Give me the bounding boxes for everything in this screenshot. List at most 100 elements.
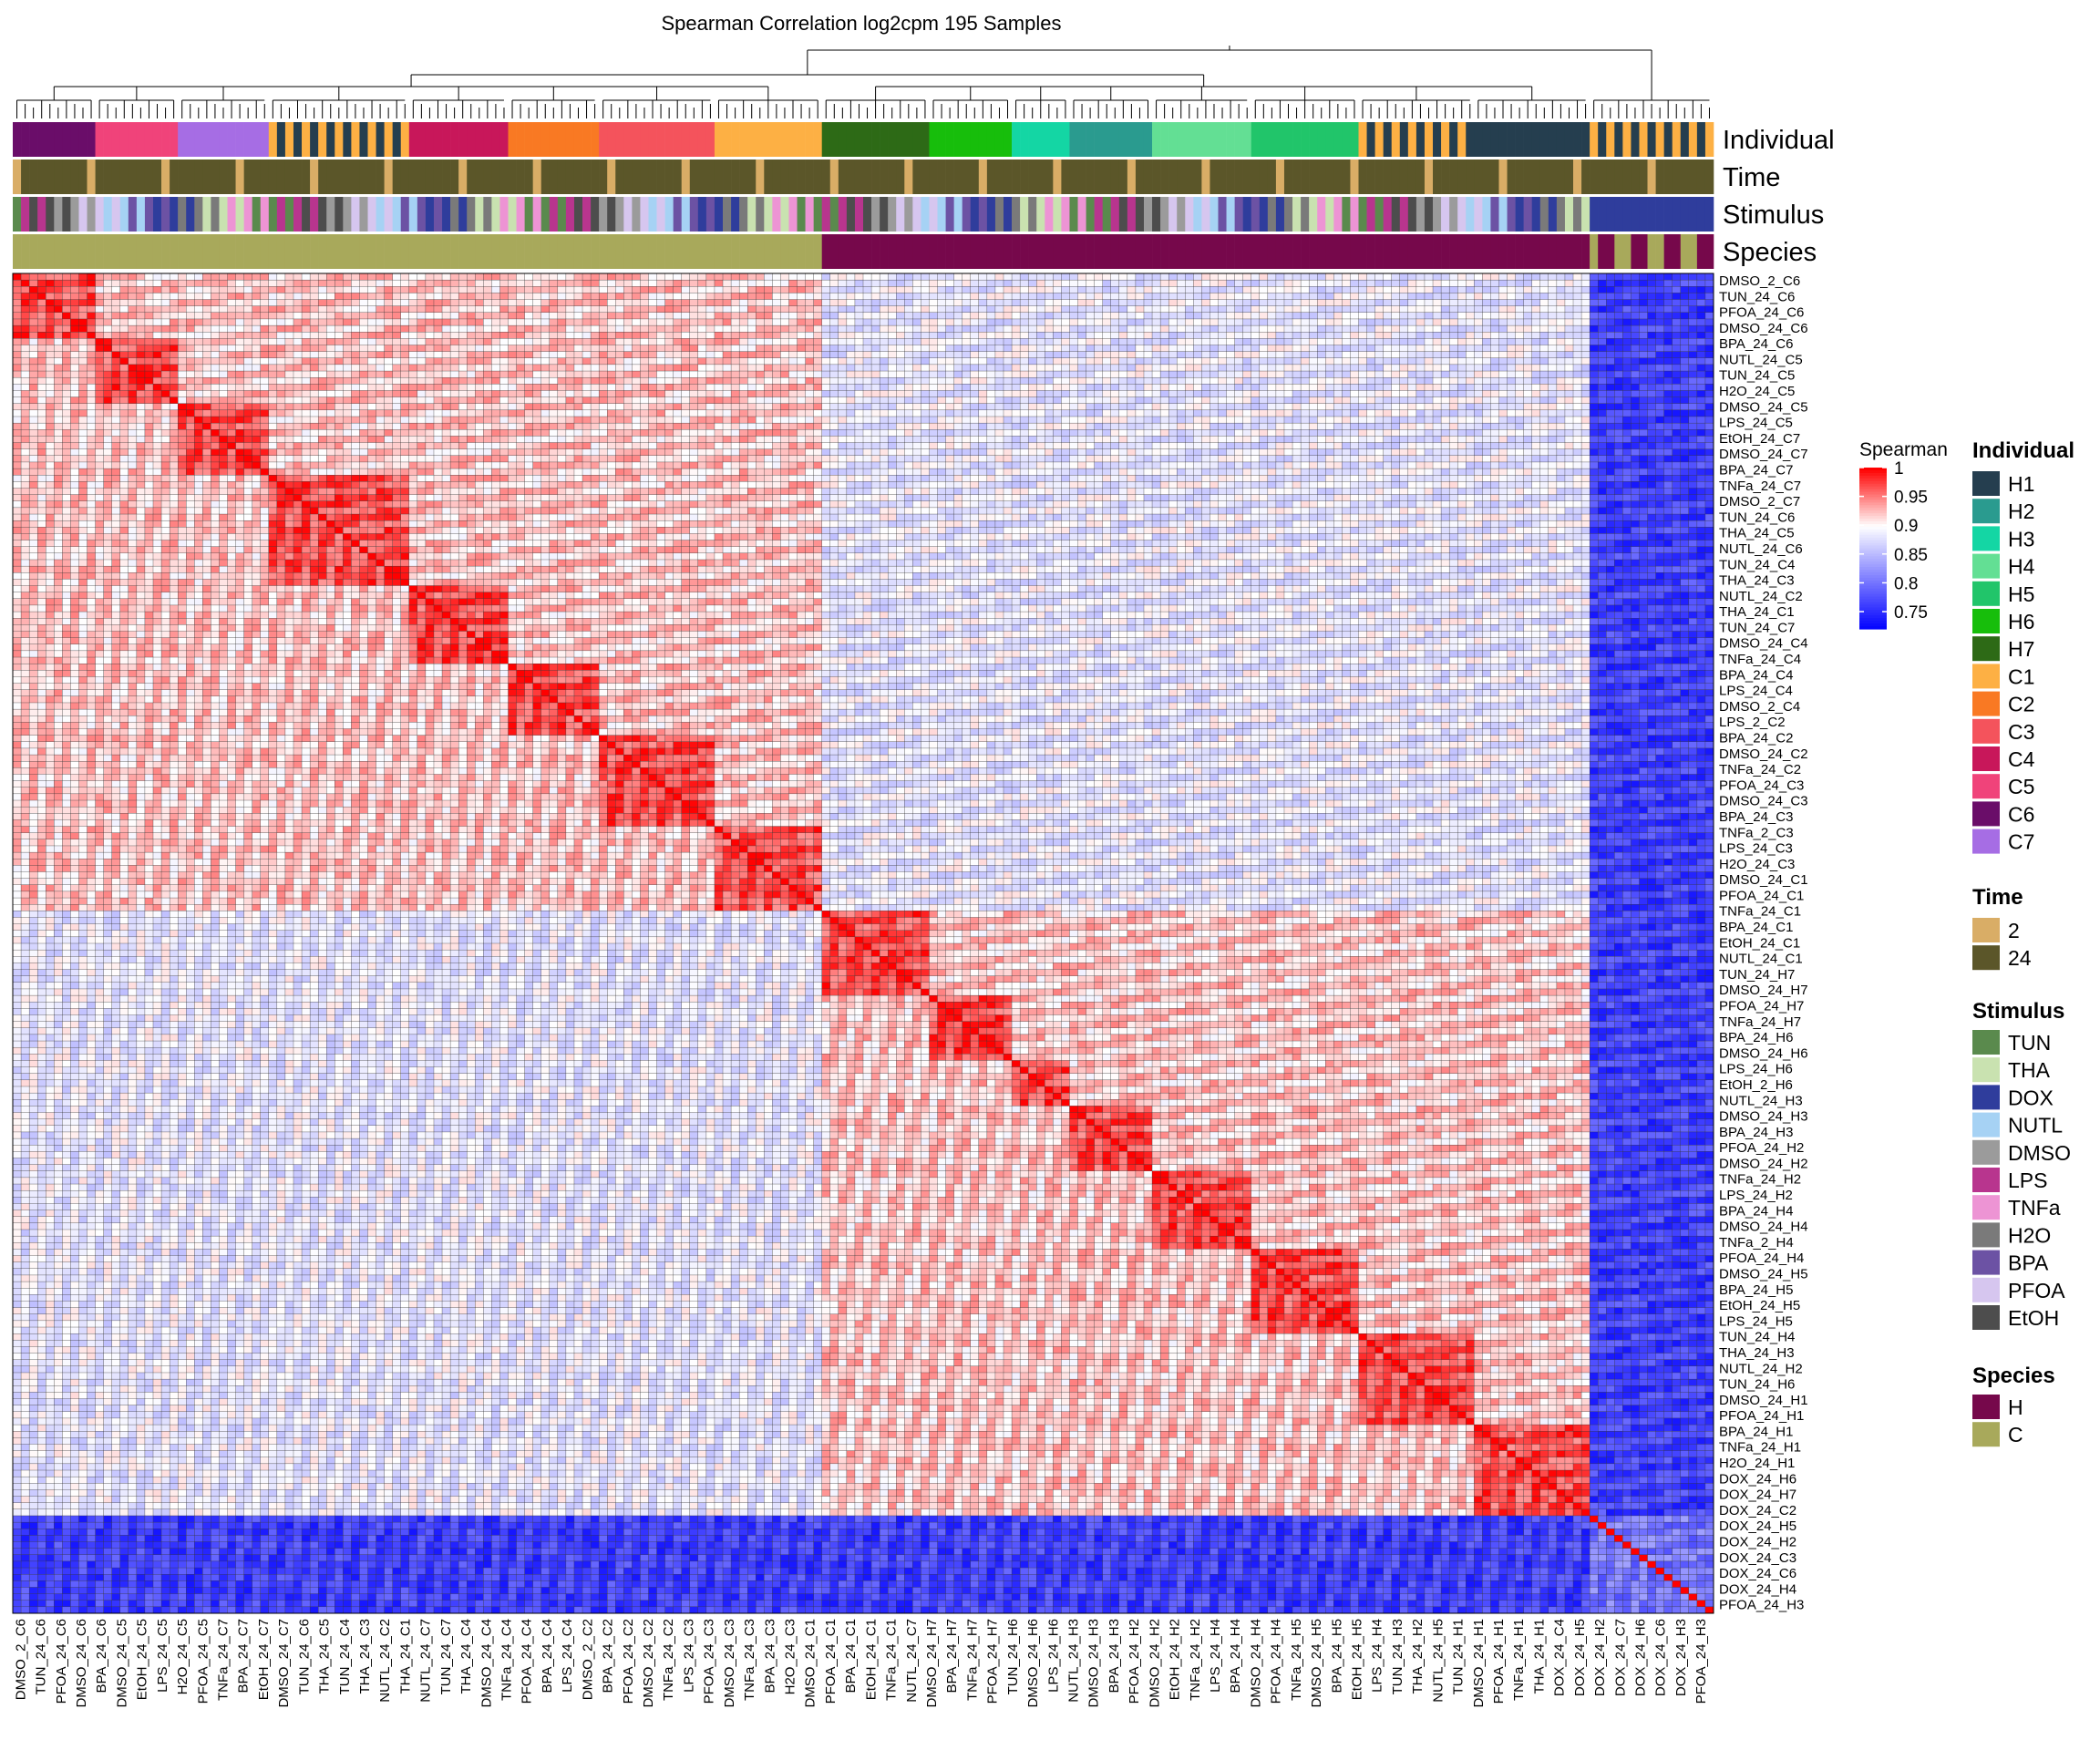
heatmap-cell: [475, 365, 483, 371]
heatmap-cell: [888, 325, 896, 332]
individual-cell: [21, 122, 29, 157]
heatmap-cell: [277, 319, 285, 325]
time-cell: [995, 160, 1004, 194]
heatmap-cell: [1367, 345, 1375, 352]
heatmap-cell: [376, 352, 385, 358]
heatmap-cell: [1441, 352, 1449, 358]
heatmap-cell: [1210, 273, 1218, 280]
heatmap-cell: [541, 352, 550, 358]
heatmap-cell: [1333, 352, 1342, 358]
heatmap-cell: [1127, 345, 1136, 352]
heatmap-cell: [1012, 280, 1020, 286]
heatmap-cell: [1317, 332, 1325, 338]
time-cell: [1540, 160, 1549, 194]
heatmap-cell: [632, 293, 640, 299]
heatmap-cell: [1449, 345, 1457, 352]
heatmap-cell: [1359, 338, 1367, 345]
heatmap-cell: [574, 338, 582, 345]
heatmap-cell: [211, 273, 219, 280]
individual-cell: [814, 122, 822, 157]
heatmap-cell: [1457, 325, 1466, 332]
heatmap-cell: [1061, 358, 1069, 365]
time-cell: [1012, 160, 1020, 194]
heatmap-cell: [1664, 358, 1673, 365]
heatmap-cell: [1606, 338, 1614, 345]
heatmap-cell: [161, 332, 170, 338]
heatmap-cell: [558, 286, 566, 293]
stimulus-cell: [261, 197, 269, 232]
heatmap-cell: [706, 338, 715, 345]
species-cell: [623, 234, 632, 269]
species-cell: [847, 234, 855, 269]
heatmap-cell: [690, 377, 698, 384]
heatmap-cell: [674, 306, 682, 313]
heatmap-cell: [54, 280, 62, 286]
heatmap-cell: [764, 306, 772, 313]
heatmap-cell: [483, 338, 491, 345]
heatmap-cell: [772, 286, 780, 293]
species-cell: [202, 234, 211, 269]
heatmap-cell: [1457, 371, 1466, 377]
time-cell: [1193, 160, 1201, 194]
heatmap-cell: [458, 345, 467, 352]
stimulus-cell: [1260, 197, 1268, 232]
heatmap-cell: [814, 325, 822, 332]
heatmap-cell: [219, 377, 227, 384]
heatmap-cell: [104, 377, 112, 384]
heatmap-cell: [62, 300, 70, 306]
heatmap-cell: [326, 325, 335, 332]
heatmap-cell: [434, 377, 442, 384]
heatmap-cell: [1689, 293, 1697, 299]
heatmap-cell: [1664, 286, 1673, 293]
individual-cell: [648, 122, 656, 157]
heatmap-cell: [525, 300, 533, 306]
heatmap-cell: [1012, 345, 1020, 352]
heatmap-cell: [1284, 293, 1292, 299]
heatmap-cell: [788, 384, 797, 390]
heatmap-cell: [723, 306, 731, 313]
heatmap-cell: [1210, 365, 1218, 371]
time-cell: [674, 160, 682, 194]
heatmap-cell: [1457, 306, 1466, 313]
heatmap-cell: [417, 286, 426, 293]
heatmap-cell: [244, 377, 252, 384]
heatmap-cell: [1474, 371, 1482, 377]
heatmap-cell: [261, 313, 269, 319]
heatmap-cell: [277, 280, 285, 286]
heatmap-cell: [1227, 293, 1235, 299]
heatmap-cell: [921, 300, 929, 306]
heatmap-cell: [665, 293, 674, 299]
track-label-species: Species: [1723, 238, 1817, 267]
heatmap-cell: [475, 345, 483, 352]
heatmap-cell: [706, 332, 715, 338]
stimulus-cell: [912, 197, 921, 232]
time-cell: [1433, 160, 1441, 194]
heatmap-cell: [904, 286, 912, 293]
heatmap-cell: [822, 286, 830, 293]
heatmap-cell: [29, 352, 37, 358]
individual-cell: [244, 122, 252, 157]
heatmap-cell: [1392, 345, 1400, 352]
species-cell: [376, 234, 385, 269]
heatmap-cell: [219, 293, 227, 299]
stimulus-cell: [426, 197, 434, 232]
heatmap-cell: [112, 365, 120, 371]
heatmap-cell: [632, 286, 640, 293]
heatmap-cell: [161, 293, 170, 299]
heatmap-cell: [62, 358, 70, 365]
heatmap-cell: [698, 293, 706, 299]
heatmap-cell: [1557, 332, 1565, 338]
heatmap-cell: [1235, 280, 1243, 286]
heatmap-cell: [302, 293, 310, 299]
heatmap-cell: [310, 371, 318, 377]
heatmap-cell: [1664, 338, 1673, 345]
heatmap-cell: [310, 293, 318, 299]
heatmap-cell: [946, 313, 954, 319]
heatmap-cell: [1012, 371, 1020, 377]
heatmap-cell: [698, 365, 706, 371]
heatmap-cell: [1227, 358, 1235, 365]
heatmap-cell: [525, 377, 533, 384]
heatmap-cell: [1466, 313, 1474, 319]
time-cell: [574, 160, 582, 194]
heatmap-cell: [1235, 345, 1243, 352]
